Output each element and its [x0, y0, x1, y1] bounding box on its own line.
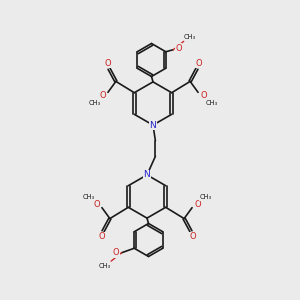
- Text: N: N: [150, 121, 156, 130]
- Text: O: O: [189, 232, 196, 241]
- Text: CH₃: CH₃: [184, 34, 196, 40]
- Text: O: O: [104, 59, 111, 68]
- Text: O: O: [93, 200, 100, 209]
- Text: N: N: [144, 170, 150, 179]
- Text: CH₃: CH₃: [82, 194, 94, 200]
- Text: CH₃: CH₃: [88, 100, 101, 106]
- Text: O: O: [113, 248, 119, 257]
- Text: O: O: [194, 200, 201, 209]
- Text: O: O: [195, 59, 202, 68]
- Text: O: O: [99, 91, 106, 100]
- Text: CH₃: CH₃: [200, 194, 211, 200]
- Text: CH₃: CH₃: [206, 100, 218, 106]
- Text: CH₃: CH₃: [99, 263, 111, 269]
- Text: O: O: [98, 232, 105, 241]
- Text: O: O: [200, 91, 207, 100]
- Text: O: O: [175, 44, 182, 53]
